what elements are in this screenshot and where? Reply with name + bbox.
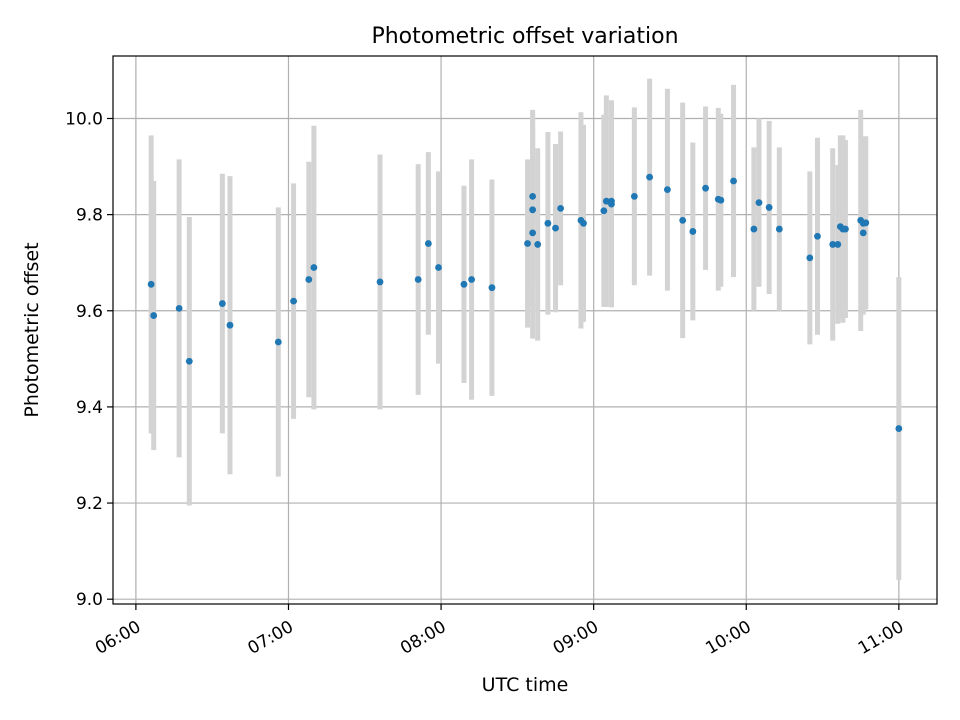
data-point: [218, 300, 226, 307]
y-tick-label: 9.4: [76, 398, 103, 418]
data-point: [755, 199, 763, 207]
data-point: [488, 284, 496, 292]
data-point: [580, 219, 587, 227]
data-points: [147, 173, 903, 432]
data-point: [646, 173, 654, 181]
chart-title: Photometric offset variation: [371, 24, 678, 49]
data-point: [664, 186, 671, 194]
data-point: [602, 197, 610, 205]
data-point: [460, 280, 468, 288]
data-point: [524, 240, 531, 247]
y-axis-ticks: 9.0 9.2 9.4 9.6 9.8 10.0: [65, 109, 113, 610]
data-point: [750, 225, 758, 233]
data-point: [814, 232, 821, 240]
y-tick-label: 9.0: [76, 590, 103, 610]
x-axis-label: UTC time: [482, 674, 569, 696]
data-point: [600, 207, 608, 215]
y-tick-label: 9.2: [76, 494, 103, 514]
y-tick-label: 9.8: [76, 206, 103, 226]
data-point: [424, 240, 432, 247]
data-point: [185, 357, 193, 365]
y-tick-label: 10.0: [65, 109, 103, 129]
data-point: [702, 184, 709, 192]
data-point: [175, 304, 183, 312]
data-point: [290, 297, 297, 305]
data-point: [534, 241, 542, 248]
data-point: [147, 280, 155, 288]
data-point: [529, 229, 537, 237]
data-point: [310, 264, 318, 271]
data-point: [895, 425, 903, 432]
data-point: [557, 204, 565, 212]
data-point: [679, 217, 687, 224]
data-point: [608, 197, 615, 205]
data-point: [414, 276, 422, 283]
data-point: [544, 219, 552, 227]
plot-frame: [112, 55, 938, 605]
data-point: [689, 228, 697, 235]
data-point: [859, 229, 867, 237]
y-tick-label: 9.6: [76, 302, 103, 322]
data-point: [529, 206, 537, 214]
data-point: [806, 254, 814, 262]
data-point: [862, 219, 870, 227]
data-point: [630, 192, 638, 200]
data-point: [829, 241, 837, 248]
data-point: [717, 196, 725, 204]
data-point: [226, 321, 234, 329]
data-point: [435, 264, 442, 271]
data-point: [305, 276, 313, 283]
data-point: [552, 224, 559, 232]
data-point: [834, 241, 842, 248]
data-point: [765, 204, 773, 211]
data-point: [376, 278, 384, 286]
data-point: [842, 225, 849, 233]
data-point: [730, 177, 737, 185]
y-axis-label: Photometric offset: [21, 242, 43, 417]
data-point: [150, 312, 158, 319]
data-point: [468, 276, 475, 283]
data-point: [274, 338, 282, 346]
data-point: [529, 192, 537, 200]
data-point: [775, 225, 783, 233]
